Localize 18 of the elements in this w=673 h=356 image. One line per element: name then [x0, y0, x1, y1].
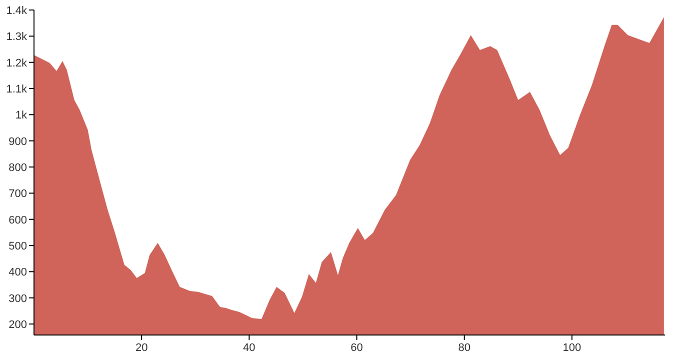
y-tick-label: 600 — [8, 214, 27, 226]
y-tick-label: 300 — [8, 292, 27, 305]
y-tick-label: 400 — [8, 266, 27, 279]
y-tick-label: 1k — [15, 110, 28, 122]
y-tick-label: 800 — [8, 162, 27, 174]
x-tick-label: 60 — [350, 342, 363, 354]
y-tick-label: 900 — [8, 136, 27, 148]
y-tick-label: 1.3k — [6, 31, 28, 44]
y-tick-label: 1.2k — [6, 57, 28, 70]
y-tick-label: 700 — [8, 188, 27, 200]
y-tick-label: 500 — [8, 240, 27, 253]
x-tick-label: 80 — [458, 342, 470, 354]
y-tick-label: 200 — [8, 319, 27, 332]
x-tick-label: 40 — [243, 342, 256, 354]
x-tick-label: 100 — [562, 342, 582, 354]
x-tick-label: 20 — [135, 342, 148, 354]
y-tick-label: 1.4k — [6, 5, 28, 17]
y-tick-label: 1.1k — [6, 84, 28, 96]
